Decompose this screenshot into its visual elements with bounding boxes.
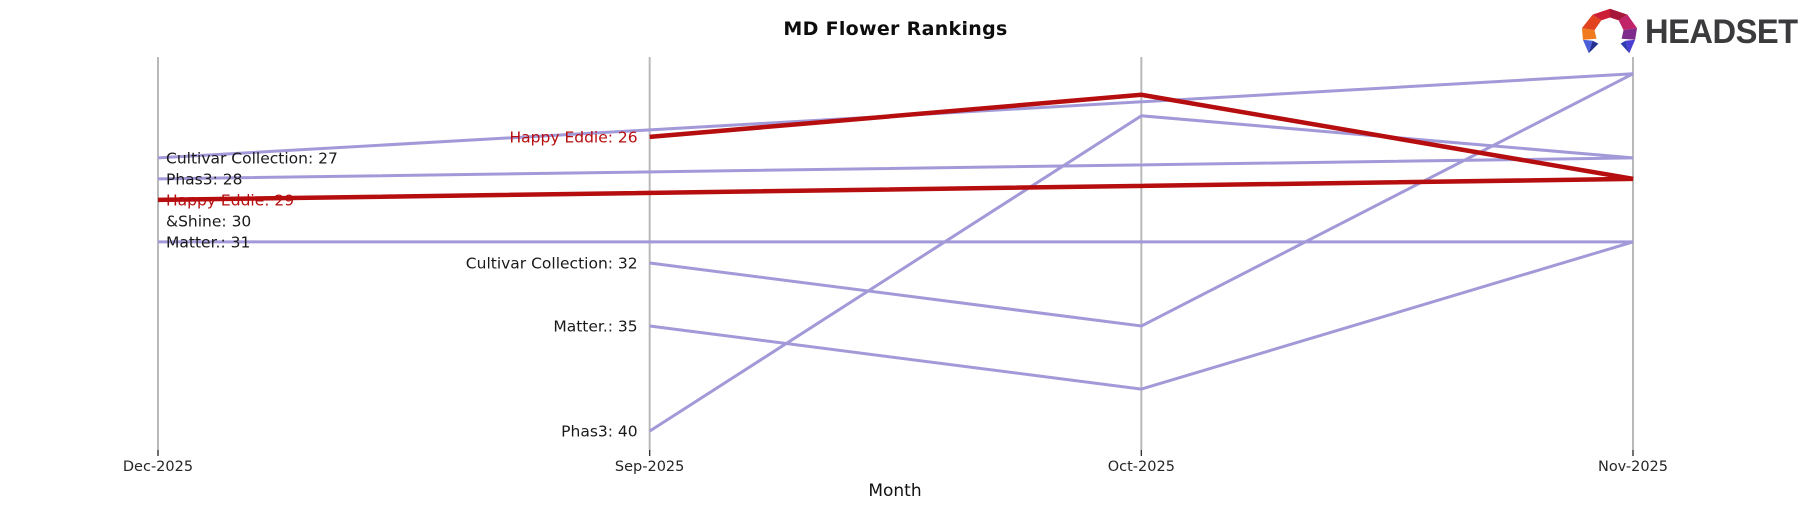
point-label-cultivar-collection-27: Cultivar Collection: 27: [166, 149, 338, 167]
series-line-cultivar-collection: [157, 72, 1634, 328]
point-label-matter-31: Matter.: 31: [166, 233, 250, 251]
point-label-matter-35: Matter.: 35: [553, 318, 637, 336]
point-label-phas3-40: Phas3: 40: [561, 423, 637, 441]
point-label-happy-eddie-26: Happy Eddie: 26: [510, 128, 638, 146]
headset-logo-icon: [1581, 8, 1638, 54]
headset-logo-text: HEADSET: [1645, 12, 1798, 51]
label-layer: Cultivar Collection: 27 Phas3: 28 Happy Ed…: [166, 128, 638, 440]
axis-layer: Dec-2025 Sep-2025 Oct-2025 Nov-2025: [123, 450, 1668, 475]
series-line-matter: [158, 240, 1634, 391]
point-label-phas3-28: Phas3: 28: [166, 170, 242, 188]
series-line-happy-eddie: [157, 92, 1634, 203]
series-line-phas3: [157, 114, 1634, 433]
x-tick-label-sep-2025: Sep-2025: [615, 459, 684, 475]
headset-logo: HEADSET: [1581, 6, 1804, 58]
series-layer: [157, 72, 1634, 433]
x-tick-label-nov-2025: Nov-2025: [1598, 459, 1668, 475]
point-label-cultivar-collection-32: Cultivar Collection: 32: [466, 254, 638, 272]
x-tick-label-dec-2025: Dec-2025: [123, 459, 193, 475]
x-axis-title: Month: [868, 481, 921, 501]
point-label-shine-30: &Shine: 30: [166, 212, 251, 230]
grid-layer: [157, 57, 1634, 450]
chart-title: MD Flower Rankings: [783, 18, 1008, 40]
x-tick-label-oct-2025: Oct-2025: [1108, 459, 1175, 475]
point-label-happy-eddie-29: Happy Eddie: 29: [166, 191, 294, 209]
